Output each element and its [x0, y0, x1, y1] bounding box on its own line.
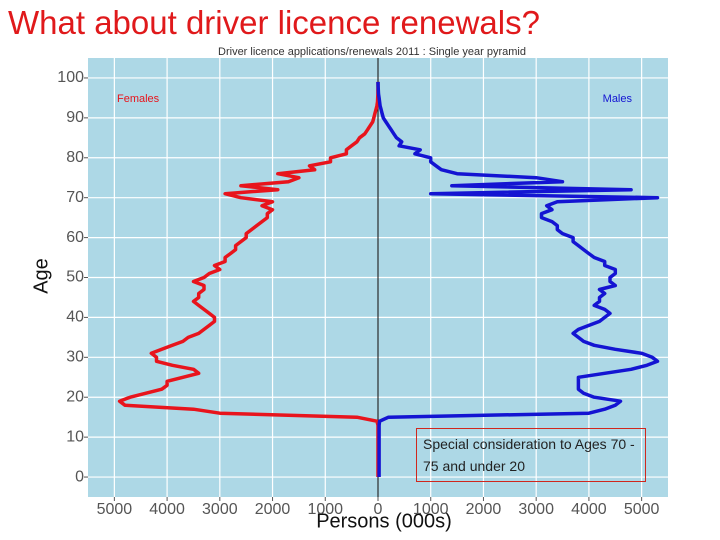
x-tick-label: 5000 [97, 501, 133, 518]
series-line [376, 81, 660, 477]
y-tick-label: 60 [66, 229, 84, 246]
y-tick-label: 70 [66, 189, 84, 206]
legend-label: Males [603, 93, 633, 105]
x-axis-title: Persons (000s) [316, 510, 452, 532]
x-tick-label: 0 [374, 501, 383, 518]
y-tick-label: 30 [66, 349, 84, 366]
x-tick-label: 1000 [413, 501, 449, 518]
legend-label: Females [117, 93, 160, 105]
x-tick-label: 3000 [518, 501, 554, 518]
chart-subtitle: Driver licence applications/renewals 201… [218, 46, 526, 58]
x-tick-label: 5000 [624, 501, 660, 518]
x-tick-label: 4000 [149, 501, 185, 518]
x-tick-label: 4000 [571, 501, 607, 518]
x-tick-label: 1000 [307, 501, 343, 518]
x-tick-label: 3000 [202, 501, 238, 518]
y-tick-label: 80 [66, 149, 84, 166]
y-tick-label: 0 [75, 468, 84, 485]
y-tick-label: 20 [66, 388, 84, 405]
slide-title: What about driver licence renewals? [8, 4, 540, 41]
y-axis-title: Age [30, 258, 52, 294]
x-tick-label: 2000 [255, 501, 291, 518]
y-tick-label: 50 [66, 269, 84, 286]
series-line [117, 81, 380, 477]
y-tick-label: 10 [66, 428, 84, 445]
y-tick-label: 100 [57, 69, 84, 86]
x-tick-label: 2000 [466, 501, 502, 518]
annotation: Special consideration to Ages 70 - 75 an… [416, 428, 646, 482]
y-tick-label: 90 [66, 109, 84, 126]
y-tick-label: 40 [66, 309, 84, 326]
